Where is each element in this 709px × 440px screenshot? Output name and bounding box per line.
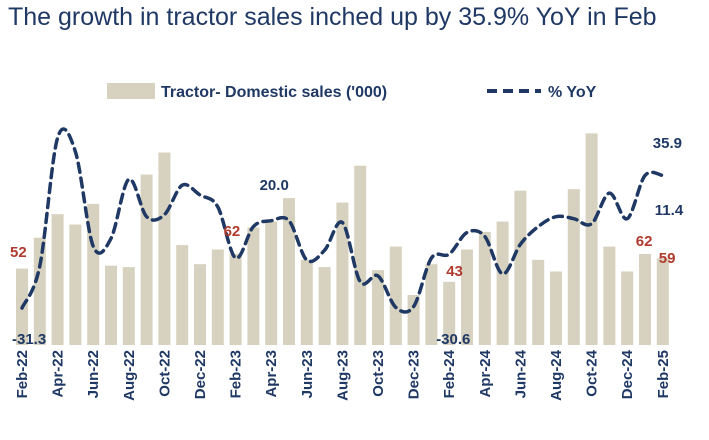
data-label-5: -30.6 (436, 331, 470, 348)
x-tick-Oct-23: Oct-23 (370, 350, 387, 397)
bar-Oct-22 (158, 152, 171, 345)
x-tick-Apr-22: Apr-22 (50, 350, 67, 398)
x-tick-Apr-24: Apr-24 (477, 349, 494, 397)
bar-Mar-22 (33, 237, 46, 345)
bar-Aug-23 (336, 202, 349, 345)
bar-Jan-25 (639, 253, 651, 345)
bar-Jul-23 (318, 267, 331, 345)
bar-Sep-22 (140, 174, 153, 345)
legend-label-sales: Tractor- Domestic sales ('000) (161, 84, 387, 101)
data-labels: 52 -31.3 62 20.0 43 -30.6 62 59 35.9 11.4 (10, 135, 684, 348)
x-tick-Dec-22: Dec-22 (192, 350, 209, 399)
chart-title: The growth in tractor sales inched up by… (8, 3, 657, 31)
x-tick-Aug-23: Aug-23 (334, 350, 351, 401)
bar-Dec-22 (194, 264, 206, 345)
x-tick-Feb-25: Feb-25 (655, 350, 672, 398)
x-tick-Jun-23: Jun-23 (299, 350, 316, 398)
x-tick-Dec-23: Dec-23 (406, 350, 423, 399)
bar-Nov-24 (603, 246, 616, 345)
bar-Apr-23 (265, 221, 278, 345)
x-tick-Aug-22: Aug-22 (121, 350, 138, 401)
data-label-8: 35.9 (653, 135, 682, 152)
bar-May-24 (496, 221, 509, 345)
bar-Dec-23 (407, 295, 420, 345)
data-label-2: 62 (224, 223, 241, 240)
x-tick-Jun-22: Jun-22 (85, 350, 102, 398)
data-label-9: 11.4 (655, 202, 684, 219)
bar-Apr-22 (51, 214, 64, 345)
x-tick-Dec-24: Dec-24 (619, 349, 636, 399)
x-axis: Feb-22 Apr-22 Jun-22 Aug-22 Oct-22 Dec-22 Feb-… (14, 349, 672, 400)
x-tick-Feb-23: Feb-23 (228, 350, 245, 398)
bar-Nov-22 (176, 245, 189, 345)
bar-Dec-24 (621, 271, 634, 345)
bar-Oct-24 (585, 133, 598, 345)
bar-Jun-23 (300, 259, 313, 345)
x-tick-Oct-22: Oct-22 (156, 350, 173, 397)
bar-Mar-23 (247, 227, 260, 345)
bar-Sep-24 (567, 189, 580, 345)
data-label-6: 62 (636, 233, 653, 250)
data-label-1: -31.3 (12, 331, 46, 348)
bar-Jun-24 (514, 190, 527, 345)
bar-Feb-24 (443, 281, 456, 345)
bar-series (16, 133, 669, 345)
data-label-0: 52 (10, 244, 27, 261)
bar-Feb-25 (656, 258, 669, 345)
bar-Mar-24 (461, 249, 473, 345)
bar-Aug-24 (550, 271, 562, 345)
legend: Tractor- Domestic sales ('000) % YoY (107, 83, 597, 101)
data-label-4: 43 (446, 263, 463, 280)
bar-Jan-23 (211, 249, 224, 345)
bar-Nov-23 (389, 246, 402, 345)
data-label-7: 59 (659, 250, 676, 267)
yoy-line (20, 127, 665, 314)
bar-Feb-23 (229, 253, 242, 345)
bar-Aug-22 (122, 267, 135, 345)
data-label-3: 20.0 (260, 177, 289, 194)
bar-Apr-24 (478, 231, 491, 345)
x-tick-Feb-22: Feb-22 (14, 350, 31, 398)
x-tick-Jun-24: Jun-24 (512, 349, 529, 398)
x-tick-Apr-23: Apr-23 (263, 350, 280, 398)
bar-Jul-22 (105, 265, 117, 345)
bar-Oct-23 (372, 270, 384, 345)
x-tick-Aug-24: Aug-24 (548, 349, 565, 400)
bar-Sep-23 (354, 165, 367, 345)
legend-label-yoy: % YoY (548, 84, 597, 101)
bar-May-22 (69, 224, 82, 345)
bar-Jul-24 (532, 259, 545, 345)
bar-May-23 (283, 198, 295, 345)
legend-bar-swatch (107, 83, 155, 99)
bar-Jan-24 (425, 264, 438, 345)
x-tick-Oct-24: Oct-24 (584, 349, 601, 396)
x-tick-Feb-24: Feb-24 (441, 349, 458, 398)
